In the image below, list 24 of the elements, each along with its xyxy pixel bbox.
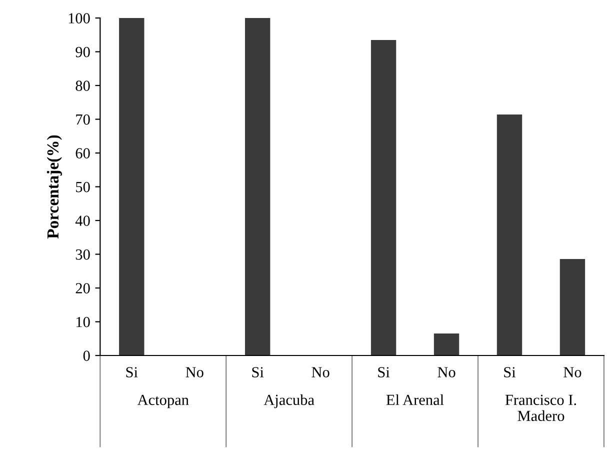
- x-tick-label: No: [564, 367, 582, 378]
- y-tick-label: 100: [68, 13, 90, 24]
- y-tick-label: 70: [76, 114, 90, 125]
- y-tick-label: 80: [76, 80, 90, 91]
- x-tick-label: No: [438, 367, 456, 378]
- x-tick-label: Si: [378, 367, 390, 378]
- y-tick-label: 60: [76, 148, 90, 158]
- x-tick-label: No: [312, 367, 330, 378]
- y-tick-label: 10: [76, 316, 90, 328]
- x-tick-label: Si: [126, 367, 138, 378]
- y-tick-label: 50: [76, 182, 90, 192]
- y-tick-label: 40: [75, 216, 90, 226]
- y-tick-label: 0: [83, 350, 90, 361]
- x-tick-label: No: [186, 367, 204, 378]
- y-tick-label: 90: [76, 46, 90, 58]
- text: El Arenal: [386, 394, 444, 406]
- y-tick-label: 30: [76, 249, 90, 260]
- text: Ajacuba: [264, 394, 314, 408]
- text: Actopan: [137, 394, 189, 408]
- x-tick-label: Si: [504, 367, 516, 378]
- y-axis-title: Porcentaje(%): [46, 135, 62, 239]
- text: Francisco I. Madero: [505, 394, 576, 422]
- x-tick-label: Si: [252, 367, 264, 378]
- y-tick-label: 20: [76, 283, 90, 294]
